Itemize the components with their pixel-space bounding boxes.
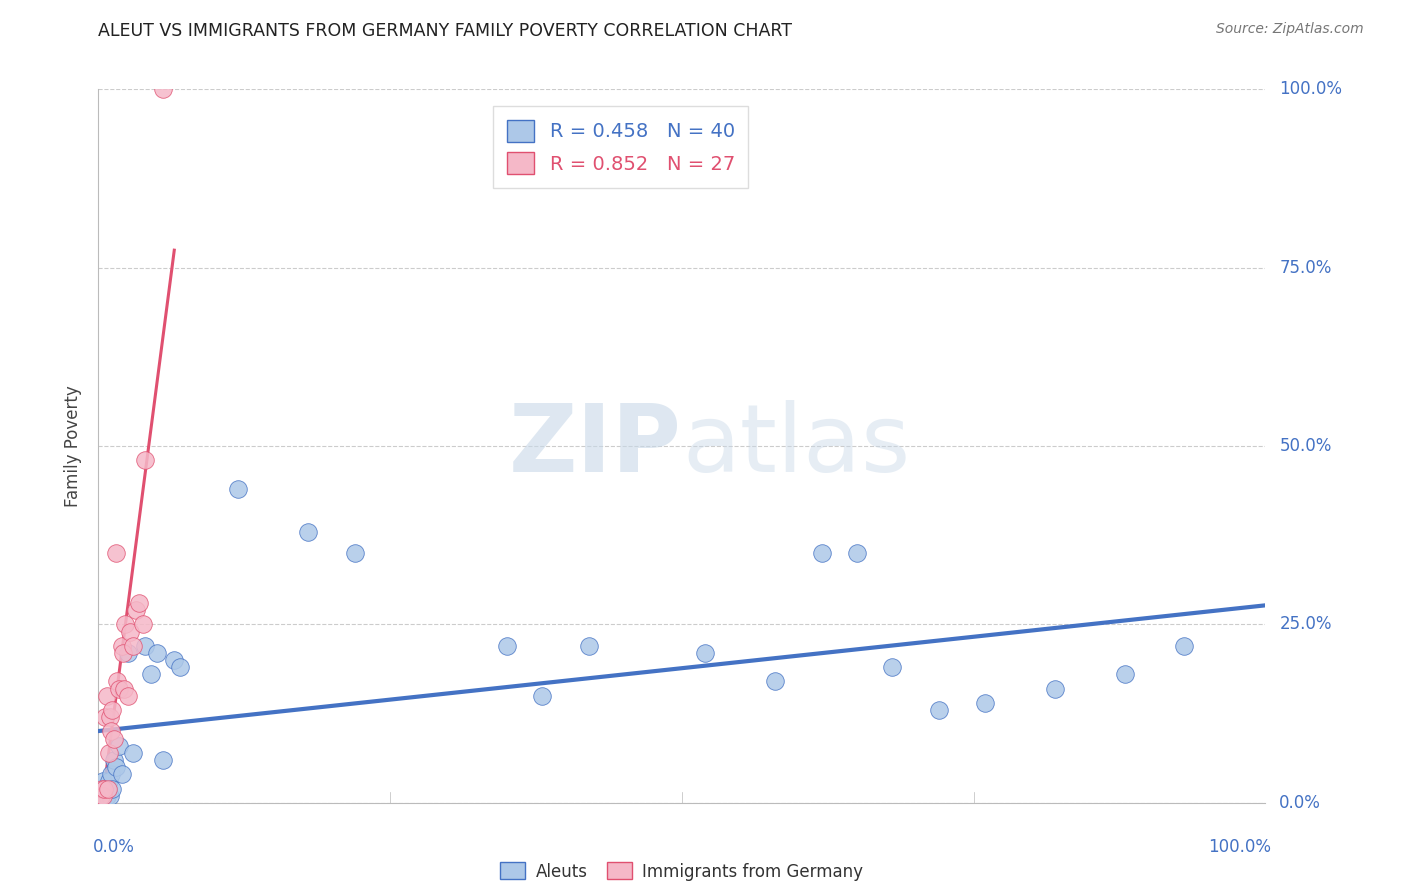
- Point: [90, 781, 112, 796]
- Point: [1114, 667, 1136, 681]
- Point: [98, 710, 121, 724]
- Point: [111, 639, 134, 653]
- Point: [578, 639, 600, 653]
- Point: [169, 660, 191, 674]
- Legend: Aleuts, Immigrants from Germany: Aleuts, Immigrants from Germany: [494, 855, 870, 888]
- Point: [128, 596, 150, 610]
- Point: [117, 689, 139, 703]
- Text: 100.0%: 100.0%: [1208, 838, 1271, 856]
- Point: [96, 789, 118, 803]
- Point: [100, 767, 122, 781]
- Point: [111, 767, 134, 781]
- Point: [94, 781, 117, 796]
- Point: [96, 689, 118, 703]
- Point: [97, 781, 120, 796]
- Point: [134, 639, 156, 653]
- Text: ALEUT VS IMMIGRANTS FROM GERMANY FAMILY POVERTY CORRELATION CHART: ALEUT VS IMMIGRANTS FROM GERMANY FAMILY …: [98, 22, 793, 40]
- Point: [91, 789, 114, 803]
- Point: [134, 453, 156, 467]
- Point: [132, 617, 155, 632]
- Point: [104, 760, 127, 774]
- Text: 0.0%: 0.0%: [1279, 794, 1322, 812]
- Point: [880, 660, 903, 674]
- Point: [974, 696, 997, 710]
- Point: [114, 617, 136, 632]
- Point: [763, 674, 786, 689]
- Point: [928, 703, 950, 717]
- Point: [1045, 681, 1067, 696]
- Point: [297, 524, 319, 539]
- Point: [152, 753, 174, 767]
- Point: [90, 789, 112, 803]
- Point: [344, 546, 367, 560]
- Point: [122, 639, 145, 653]
- Text: Source: ZipAtlas.com: Source: ZipAtlas.com: [1216, 22, 1364, 37]
- Point: [146, 646, 169, 660]
- Point: [104, 546, 127, 560]
- Point: [91, 774, 114, 789]
- Point: [89, 781, 111, 796]
- Point: [228, 482, 250, 496]
- Y-axis label: Family Poverty: Family Poverty: [65, 385, 83, 507]
- Point: [93, 781, 115, 796]
- Point: [530, 689, 553, 703]
- Point: [117, 646, 139, 660]
- Point: [152, 82, 174, 96]
- Point: [100, 724, 122, 739]
- Text: 75.0%: 75.0%: [1279, 259, 1331, 277]
- Point: [139, 667, 162, 681]
- Text: 25.0%: 25.0%: [1279, 615, 1331, 633]
- Point: [93, 789, 115, 803]
- Point: [90, 789, 112, 803]
- Point: [111, 646, 134, 660]
- Text: 0.0%: 0.0%: [93, 838, 135, 856]
- Point: [101, 781, 124, 796]
- Point: [94, 710, 117, 724]
- Text: 100.0%: 100.0%: [1279, 80, 1343, 98]
- Point: [108, 739, 131, 753]
- Point: [845, 546, 868, 560]
- Point: [163, 653, 186, 667]
- Point: [103, 753, 125, 767]
- Point: [122, 746, 145, 760]
- Point: [103, 731, 125, 746]
- Text: atlas: atlas: [682, 400, 910, 492]
- Point: [695, 646, 717, 660]
- Point: [495, 639, 517, 653]
- Text: 50.0%: 50.0%: [1279, 437, 1331, 455]
- Point: [108, 681, 131, 696]
- Point: [112, 681, 135, 696]
- Point: [97, 746, 120, 760]
- Point: [125, 603, 148, 617]
- Point: [105, 674, 128, 689]
- Point: [1173, 639, 1195, 653]
- Point: [118, 624, 141, 639]
- Point: [90, 781, 112, 796]
- Point: [97, 781, 120, 796]
- Point: [101, 703, 124, 717]
- Point: [97, 774, 120, 789]
- Point: [98, 789, 121, 803]
- Text: ZIP: ZIP: [509, 400, 682, 492]
- Point: [811, 546, 834, 560]
